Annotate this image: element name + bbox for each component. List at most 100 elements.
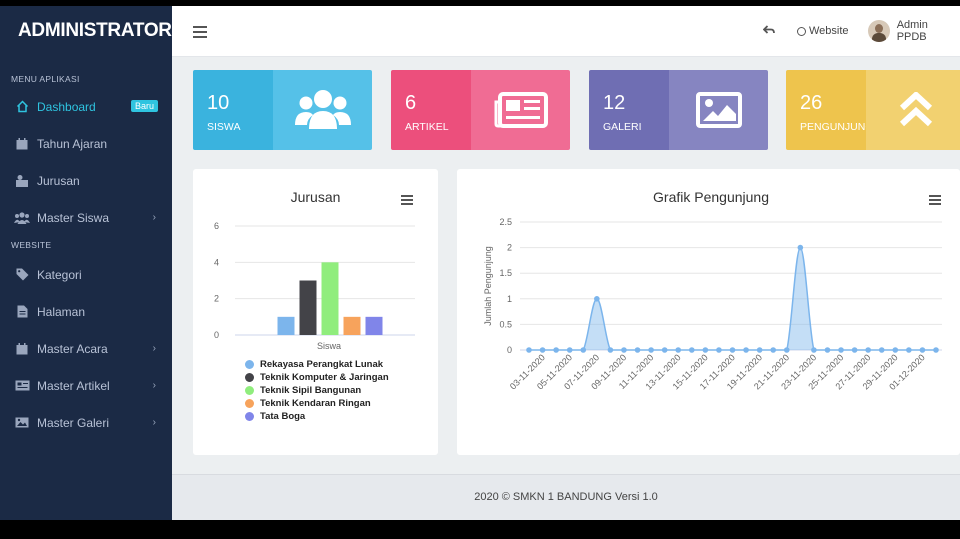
data-point [878, 347, 885, 353]
y-tick-label: 0.5 [499, 319, 512, 329]
chart-title: Grafik Pengunjung [653, 189, 769, 205]
chart-card-pengunjung: Grafik Pengunjung 0 0.5 1 1.5 2 2.5 Jumlah Pen… [457, 169, 960, 455]
sidebar-item-label: Tahun Ajaran [37, 136, 108, 151]
sidebar-item-halaman[interactable]: Halaman [0, 293, 172, 330]
sidebar-item-master-acara[interactable]: Master Acara › [0, 330, 172, 367]
data-point [553, 347, 559, 353]
stat-left: 6 ARTIKEL [391, 70, 471, 150]
newspaper-icon [471, 70, 570, 150]
stat-card-artikel[interactable]: 6 ARTIKEL [391, 70, 570, 150]
website-label: Website [809, 25, 849, 37]
user-menu[interactable]: Admin PPDB [868, 19, 960, 43]
stat-value: 12 [603, 92, 626, 114]
data-point [756, 347, 763, 353]
stat-card-galeri[interactable]: 12 GALERI [589, 70, 768, 150]
legend-label: Rekayasa Perangkat Lunak [260, 359, 384, 370]
data-point [838, 347, 844, 353]
data-point [566, 347, 573, 353]
data-point [539, 347, 546, 353]
chart-menu-icon[interactable] [929, 195, 941, 205]
sidebar-item-label: Master Galeri [37, 415, 110, 430]
stat-card-pengunjung[interactable]: 26 PENGUNJUNG [786, 70, 960, 150]
sidebar-item-jurusan[interactable]: Jurusan [0, 162, 172, 199]
stat-card-siswa[interactable]: 10 SISWA [193, 70, 372, 150]
chevron-right-icon: › [152, 417, 156, 428]
data-point [851, 347, 858, 353]
y-axis-label: Jumlah Pengunjung [483, 246, 493, 326]
data-point [580, 347, 587, 353]
legend-item[interactable]: Tata Boga [245, 411, 305, 422]
sidebar: ADMINISTRATOR MENU APLIKASI Dashboard Ba… [0, 6, 172, 520]
data-point [648, 347, 654, 353]
bar-chart: 0 2 4 6 Siswa [214, 221, 415, 351]
chart-card-jurusan: Jurusan 0 2 4 6 Siswa Rekayasa Perangkat Lun… [193, 169, 438, 455]
data-point [634, 347, 641, 353]
stat-left: 26 PENGUNJUNG [786, 70, 874, 150]
calendar-icon [13, 137, 31, 151]
data-point [933, 347, 939, 353]
y-tick-label: 0 [507, 345, 512, 355]
sidebar-item-kategori[interactable]: Kategori [0, 256, 172, 293]
y-tick-label: 1.5 [499, 268, 512, 278]
legend-item[interactable]: Rekayasa Perangkat Lunak [245, 359, 383, 370]
y-tick-label: 2.5 [499, 217, 512, 227]
data-point [919, 347, 926, 353]
x-tick-label: Siswa [317, 341, 341, 351]
chart-menu-icon[interactable] [401, 195, 413, 205]
data-point [716, 347, 722, 353]
globe-icon [797, 26, 806, 36]
legend-item[interactable]: Teknik Kendaran Ringan [245, 398, 371, 409]
data-point [689, 347, 695, 353]
data-point [743, 347, 749, 353]
chevrons-up-icon [866, 70, 960, 150]
legend-marker [245, 373, 254, 382]
data-point [661, 347, 668, 353]
sidebar-section-website: WEBSITE [11, 240, 52, 250]
image-icon [669, 70, 768, 150]
stat-label: ARTIKEL [405, 121, 449, 133]
sidebar-item-label: Kategori [37, 267, 82, 282]
y-tick-label: 2 [507, 243, 512, 253]
data-point [594, 296, 600, 302]
sidebar-item-label: Master Acara [37, 341, 108, 356]
sidebar-item-master-siswa[interactable]: Master Siswa › [0, 199, 172, 236]
website-link[interactable]: Website [797, 25, 849, 37]
sidebar-item-label: Jurusan [37, 173, 80, 188]
data-point [621, 347, 627, 353]
bar [343, 316, 361, 335]
bar [365, 316, 383, 335]
sidebar-item-master-galeri[interactable]: Master Galeri › [0, 404, 172, 441]
data-point [824, 347, 831, 353]
data-point [607, 347, 614, 353]
sidebar-item-label: Halaman [37, 304, 86, 319]
sidebar-item-label: Dashboard [37, 99, 96, 114]
legend-item[interactable]: Teknik Sipil Bangunan [245, 385, 361, 396]
newspaper-icon [13, 379, 31, 393]
sidebar-item-tahun-ajaran[interactable]: Tahun Ajaran [0, 125, 172, 162]
bar [321, 262, 339, 335]
topbar: Website Admin PPDB [172, 6, 960, 57]
stat-label: PENGUNJUNG [800, 121, 874, 133]
data-point [865, 347, 871, 353]
chevron-right-icon: › [152, 343, 156, 354]
users-icon [13, 174, 31, 188]
calendar-icon [13, 342, 31, 356]
sidebar-item-dashboard[interactable]: Dashboard Baru [0, 88, 172, 125]
legend-label: Teknik Komputer & Jaringan [260, 372, 389, 383]
menu-toggle-icon[interactable] [193, 26, 207, 38]
stat-left: 10 SISWA [193, 70, 273, 150]
tag-icon [13, 268, 31, 282]
y-tick-label: 0 [214, 330, 219, 340]
stat-label: GALERI [603, 121, 642, 133]
data-point [729, 347, 736, 353]
data-point [811, 347, 817, 353]
legend-label: Teknik Kendaran Ringan [260, 398, 371, 409]
legend-marker [245, 360, 254, 369]
home-icon [13, 100, 31, 114]
footer: 2020 © SMKN 1 BANDUNG Versi 1.0 [172, 474, 960, 520]
image-icon [13, 416, 31, 430]
legend-item[interactable]: Teknik Komputer & Jaringan [245, 372, 389, 383]
back-icon[interactable] [762, 23, 775, 38]
sidebar-item-master-artikel[interactable]: Master Artikel › [0, 367, 172, 404]
